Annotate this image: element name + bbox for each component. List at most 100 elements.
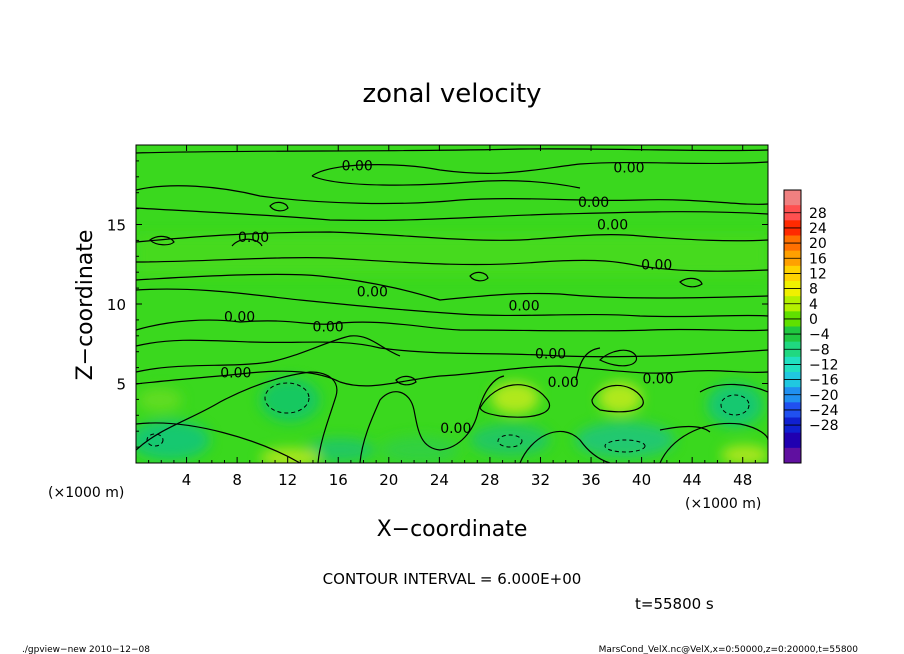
contour-line <box>136 335 401 373</box>
contour-label: 0.00 <box>440 421 471 437</box>
dashed-contours <box>146 382 750 453</box>
contour-line <box>469 271 489 282</box>
contour-label: 0.00 <box>220 365 251 381</box>
negative-contour <box>264 382 310 414</box>
colorbar-swatch <box>784 432 801 449</box>
contour-label: 0.00 <box>641 257 672 273</box>
x-unit-left: (×1000 m) <box>48 485 124 501</box>
shade-positive <box>598 382 642 414</box>
contour-line <box>136 371 338 463</box>
contour-lines <box>136 148 768 463</box>
colorbar-label: 20 <box>809 236 827 252</box>
contour-line <box>479 384 551 418</box>
x-axis: 4 8 12 16 20 24 28 32 36 40 44 48 <box>148 145 756 489</box>
x-tick-label: 8 <box>232 471 242 489</box>
y-axis: 5 10 15 <box>107 160 768 448</box>
shade-negative <box>380 436 460 463</box>
colorbar-label: 4 <box>809 297 818 313</box>
contour-label: 0.00 <box>508 299 539 315</box>
contour-line <box>136 185 768 205</box>
y-axis-label: Z−coordinate <box>73 230 98 381</box>
contour-interval: CONTOUR INTERVAL = 6.000E+00 <box>323 570 582 588</box>
colorbar-label: 12 <box>809 266 827 282</box>
contour-line <box>591 384 644 413</box>
footer-right: MarsCond_VelX.nc@VelX,x=0:50000,z=0:2000… <box>599 645 859 654</box>
contour-line <box>519 430 611 463</box>
colorbar-label: −12 <box>809 357 839 373</box>
contour-line <box>136 207 768 221</box>
negative-contour <box>497 434 523 448</box>
shade-negative <box>707 383 763 427</box>
colorbar-label: 8 <box>809 282 818 298</box>
contour-label-layer: 0.00 0.00 0.00 0.00 0.00 0.00 0.00 0.00 0.00 0.00… <box>220 159 673 437</box>
contour-line <box>136 319 768 332</box>
shade-negative <box>305 438 375 462</box>
colorbar-swatch <box>784 447 801 464</box>
y-tick-label: 5 <box>116 376 126 394</box>
colorbar-frame <box>783 189 802 464</box>
colorbar-label: −28 <box>809 418 839 434</box>
shade-positive <box>260 448 320 463</box>
colorbar-label: −4 <box>809 327 830 343</box>
x-tick-label: 24 <box>430 471 449 489</box>
contour-line <box>575 347 601 381</box>
x-tick-label: 48 <box>733 471 752 489</box>
contour-label: 0.00 <box>238 230 269 246</box>
contour-line <box>136 365 768 387</box>
contour-line <box>598 349 638 367</box>
contour-label: 0.00 <box>535 346 566 362</box>
colorbar-label: 28 <box>809 206 827 222</box>
contour-line <box>136 288 768 318</box>
contour-line <box>395 375 417 386</box>
contour-label: 0.00 <box>613 160 644 176</box>
contour-line <box>136 273 768 301</box>
colorbar-label: −16 <box>809 373 839 389</box>
contour-label: 0.00 <box>357 284 388 300</box>
colorbar-label: −24 <box>809 403 839 419</box>
shade-positive <box>491 382 539 414</box>
y-tick-label: 10 <box>107 296 126 314</box>
footer-left: ./gpview−new 2010−12−08 <box>22 645 150 654</box>
contour-label: 0.00 <box>342 159 373 175</box>
negative-contour <box>604 439 646 453</box>
colorbar-swatch <box>784 190 801 206</box>
contour-label: 0.00 <box>642 372 673 388</box>
colorbar-label: 16 <box>809 251 827 267</box>
contour-line <box>659 422 768 463</box>
contour-line <box>136 339 768 358</box>
x-unit-right: (×1000 m) <box>685 496 761 512</box>
contour-line <box>136 231 768 243</box>
contour-line <box>231 238 263 247</box>
shading-layer <box>136 235 768 463</box>
contour-label: 0.00 <box>313 319 344 335</box>
x-tick-label: 12 <box>278 471 297 489</box>
negative-contour <box>720 394 750 416</box>
contour-line <box>679 277 703 288</box>
x-tick-label: 28 <box>480 471 499 489</box>
shade-positive <box>721 445 768 463</box>
x-tick-label: 16 <box>329 471 348 489</box>
chart-title: zonal velocity <box>362 79 541 109</box>
contour-line <box>269 201 289 212</box>
shade-negative <box>470 424 550 456</box>
x-tick-label: 44 <box>683 471 702 489</box>
plot-background <box>136 145 768 463</box>
contour-line <box>359 375 505 463</box>
shade-positive <box>138 388 182 412</box>
x-axis-label: X−coordinate <box>377 517 528 542</box>
colorbar-label: −8 <box>809 342 830 358</box>
time-label: t=55800 s <box>635 595 714 613</box>
contour-line <box>311 175 581 189</box>
contour-line <box>149 235 175 246</box>
contour-line <box>136 148 768 154</box>
contour-line <box>136 422 301 463</box>
x-tick-label: 36 <box>581 471 600 489</box>
shade-negative <box>260 378 320 422</box>
contour-label: 0.00 <box>224 310 255 326</box>
contour-line <box>311 161 768 177</box>
shade-negative <box>136 420 210 460</box>
contour-label: 0.00 <box>548 375 579 391</box>
colorbar-label: −20 <box>809 388 839 404</box>
plot-area: 0.00 0.00 0.00 0.00 0.00 0.00 0.00 0.00 0.00 0.00… <box>136 145 768 463</box>
